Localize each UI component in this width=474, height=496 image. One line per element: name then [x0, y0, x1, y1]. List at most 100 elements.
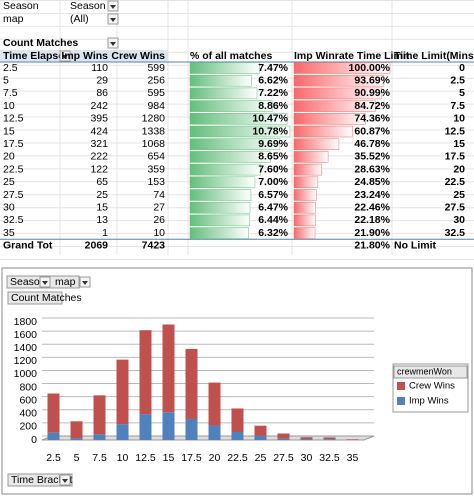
bar-segment [277, 438, 290, 440]
bar-segment [139, 330, 152, 415]
x-tick-label: 30 [301, 452, 313, 464]
x-tick-label: 22.5 [227, 452, 248, 464]
y-tick-label: 200 [19, 421, 37, 433]
cell-value: 256 [147, 74, 165, 86]
bar-segment [116, 359, 129, 425]
cell-value: 0 [459, 62, 465, 74]
x-tick-label: 20 [209, 452, 221, 464]
cell-value: 22.46% [354, 201, 390, 213]
bar-segment [70, 438, 83, 440]
column-header: Imp Wins [61, 50, 108, 62]
cell-value: 12.5 [445, 125, 466, 137]
cell-value: 32.5 [445, 227, 466, 239]
cell-value: 599 [147, 62, 165, 74]
x-tick-label: 10 [117, 452, 129, 464]
data-bar [293, 100, 376, 112]
cell-value: 10.78% [252, 125, 288, 137]
y-tick-label: 0 [31, 434, 37, 446]
x-tick-label: 17.5 [181, 452, 202, 464]
bar-segment [208, 425, 221, 440]
data-bar [189, 163, 261, 176]
cell-value: 424 [90, 125, 108, 137]
bar-segment [346, 439, 359, 440]
total-cell: No Limit [394, 240, 436, 252]
cell-value: 100.00% [349, 62, 391, 74]
data-bar [189, 189, 252, 201]
cell-value: 7.22% [258, 87, 288, 99]
y-tick-label: 600 [19, 394, 37, 406]
cell-value: 9.69% [258, 138, 288, 150]
cell-value: 6.44% [258, 214, 288, 226]
cell-value: 242 [90, 100, 108, 112]
bar-segment [254, 425, 267, 436]
field-button-label: Season [10, 276, 46, 288]
data-bar [293, 227, 316, 239]
cell-value: 153 [147, 176, 165, 188]
data-bar [293, 151, 329, 163]
cell-value: 15 [453, 138, 465, 150]
column-header: % of all matches [190, 50, 272, 62]
dropdown-arrow [110, 42, 116, 46]
legend-title: crewmenWon [397, 366, 452, 376]
cell-value: 10 [453, 113, 465, 125]
cell-value: 8.65% [258, 151, 288, 163]
dropdown-arrow [110, 18, 116, 22]
cell-value: 1338 [142, 125, 166, 137]
data-bar [189, 227, 249, 239]
data-bar [293, 87, 382, 100]
y-tick-label: 1400 [14, 342, 38, 354]
legend-title-button[interactable] [393, 365, 468, 379]
cell-value: 46.78% [354, 138, 390, 150]
filter-label: Season [3, 0, 39, 12]
data-bar [293, 201, 316, 214]
data-bar [189, 214, 250, 227]
cell-value: 20 [453, 163, 465, 175]
cell-value: 654 [147, 151, 165, 163]
y-tick-label: 1800 [14, 316, 38, 328]
bar-segment [139, 414, 152, 440]
cell-value: 28.63% [354, 163, 390, 175]
data-bar [189, 125, 291, 138]
data-bar [293, 62, 391, 74]
cell-value: 1 [102, 227, 108, 239]
bar-segment [70, 421, 83, 439]
data-bar [189, 100, 273, 112]
field-button[interactable] [7, 473, 73, 487]
cell-value: 26 [153, 214, 165, 226]
x-tick-label: 15 [163, 452, 175, 464]
cell-value: 27 [153, 201, 165, 213]
x-tick-label: 5 [74, 452, 80, 464]
legend-swatch [397, 382, 405, 390]
y-tick-label: 800 [19, 381, 37, 393]
total-cell: 2069 [85, 240, 109, 252]
cell-value: 395 [90, 113, 108, 125]
cell-value: 8.86% [258, 100, 288, 112]
data-bar [189, 138, 281, 150]
data-bar [189, 201, 251, 214]
cell-value: 74.36% [354, 113, 390, 125]
cell-value: 23.24% [354, 189, 390, 201]
data-bar [293, 163, 322, 176]
field-button[interactable] [7, 291, 63, 305]
data-bar [189, 176, 256, 189]
bar-segment [185, 348, 198, 419]
bar-segment [93, 395, 106, 435]
row-label: 27.5 [3, 189, 24, 201]
cell-value: 29 [96, 74, 108, 86]
row-label: 20 [3, 151, 15, 163]
cell-value: 10 [153, 227, 165, 239]
cell-value: 122 [90, 163, 108, 175]
x-tick-label: 32.5 [319, 452, 340, 464]
cell-value: 110 [91, 62, 108, 74]
pivot-title: Count Matches [3, 37, 78, 49]
data-bar [189, 113, 288, 125]
row-label: 15 [3, 125, 15, 137]
dropdown-arrow [82, 281, 88, 285]
row-label: 35 [3, 227, 15, 239]
bar-segment [93, 434, 106, 440]
cell-value: 321 [90, 138, 108, 150]
row-label: 10 [3, 100, 15, 112]
cell-value: 222 [90, 151, 108, 163]
bar-segment [208, 382, 221, 426]
row-label: 7.5 [3, 87, 18, 99]
